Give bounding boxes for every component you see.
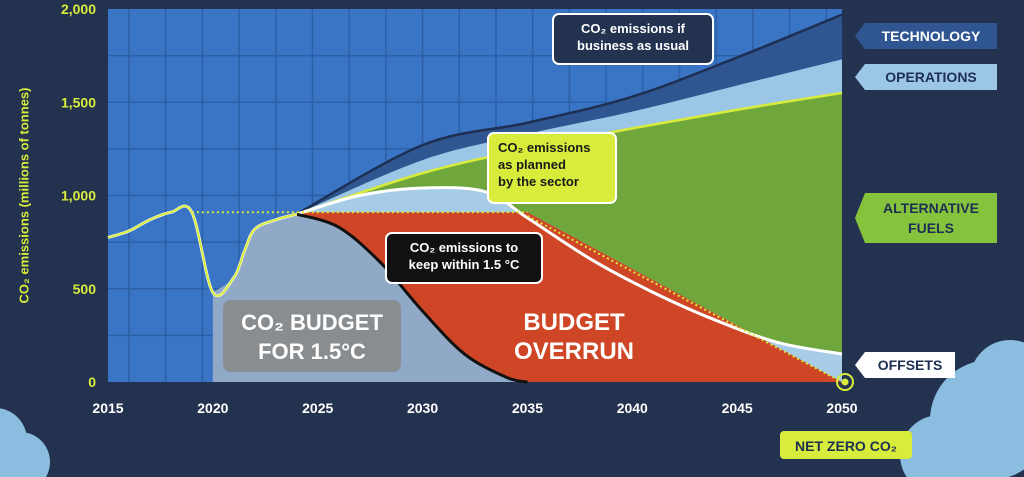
- bau-callout-box: [552, 13, 714, 65]
- decorative-clouds: [0, 340, 1024, 477]
- y-tick-label: 2,000: [61, 1, 96, 17]
- x-tick-label: 2040: [617, 400, 648, 416]
- net-zero-text: NET ZERO CO₂: [795, 438, 897, 454]
- x-tick-label: 2035: [512, 400, 543, 416]
- technology-tag: TECHNOLOGY: [855, 23, 997, 49]
- overrun-label-line1: BUDGET: [523, 309, 625, 336]
- x-tick-label: 2030: [407, 400, 438, 416]
- offsets-tag: OFFSETS: [855, 352, 955, 378]
- x-tick-label: 2050: [826, 400, 857, 416]
- planned-callout: CO₂ emissions as planned by the sector: [487, 132, 617, 204]
- alternative-fuels-tag-shape: [855, 193, 997, 243]
- net-zero-label: NET ZERO CO₂: [780, 431, 912, 459]
- keep-callout-text: CO₂ emissions to: [410, 240, 518, 255]
- budget-line: [296, 212, 528, 384]
- cloud-shape: [970, 340, 1024, 420]
- y-tick-label: 1,500: [61, 94, 96, 110]
- net-zero-box: [780, 431, 912, 459]
- offsets-tag-text: OFFSETS: [878, 357, 943, 373]
- net-zero-dot: [841, 378, 849, 386]
- offsets-line: [296, 186, 843, 356]
- x-tick-label: 2025: [302, 400, 333, 416]
- y-tick-label: 500: [73, 281, 97, 297]
- budget-label-text: CO₂ BUDGET: [241, 310, 383, 335]
- cloud-shape: [900, 415, 980, 477]
- overrun-label-line2: OVERRUN: [514, 338, 634, 365]
- bau-callout-text: CO₂ emissions if: [581, 21, 686, 36]
- budget-label-text: FOR 1.5°C: [258, 339, 366, 364]
- operations-tag: OPERATIONS: [855, 64, 997, 90]
- operations-tag-text: OPERATIONS: [885, 69, 977, 85]
- planned-callout-box: [487, 132, 617, 204]
- alternative-fuels-tag: ALTERNATIVE FUELS: [855, 193, 997, 243]
- planned-callout-text: as planned: [498, 157, 566, 172]
- bau-callout-text: business as usual: [577, 38, 689, 53]
- technology-tag-text: TECHNOLOGY: [882, 28, 981, 44]
- x-tick-label: 2045: [722, 400, 753, 416]
- keep-callout-text: keep within 1.5 °C: [409, 257, 520, 272]
- bau-callout: CO₂ emissions if business as usual: [552, 13, 714, 65]
- y-tick-label: 0: [88, 374, 96, 390]
- budget-label: CO₂ BUDGET FOR 1.5°C: [223, 300, 401, 372]
- planned-callout-text: CO₂ emissions: [498, 140, 590, 155]
- technology-tag-shape: [855, 23, 997, 49]
- alternative-fuels-tag-text: ALTERNATIVE: [883, 200, 979, 216]
- x-tick-label: 2015: [92, 400, 123, 416]
- keep-callout-box: [385, 232, 543, 284]
- x-tick-label: 2020: [197, 400, 228, 416]
- historical-line: [107, 205, 298, 297]
- alternative-fuels-area: [296, 92, 842, 355]
- alternative-fuels-tag-text: FUELS: [908, 220, 954, 236]
- planned-callout-text: by the sector: [498, 174, 579, 189]
- planned-reduction-line: [526, 215, 843, 383]
- offsets-tag-shape: [855, 352, 955, 378]
- operations-tag-shape: [855, 64, 997, 90]
- technology-line: [296, 13, 843, 216]
- net-zero-ring: [836, 373, 854, 391]
- budget-label-box: [223, 300, 401, 372]
- net-zero-marker: [836, 373, 854, 391]
- keep-callout: CO₂ emissions to keep within 1.5 °C: [385, 232, 543, 284]
- offsets-area: [296, 187, 842, 382]
- cloud-shape: [0, 408, 27, 472]
- y-tick-label: 1,000: [61, 188, 96, 204]
